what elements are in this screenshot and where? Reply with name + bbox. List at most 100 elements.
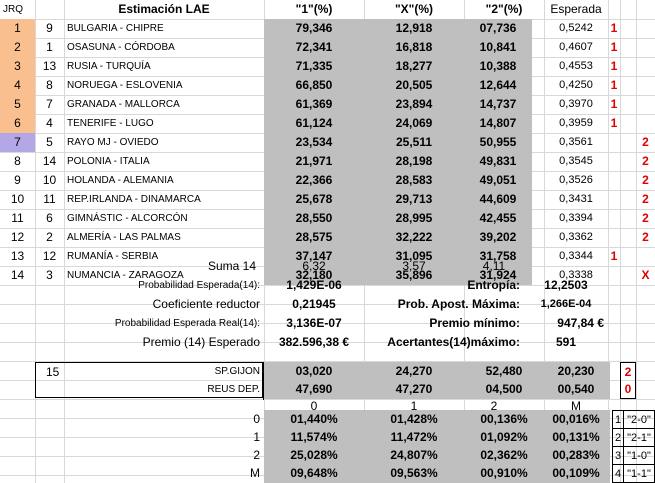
matrix-row-label: 2 [253, 448, 260, 462]
prob-2: 39,202 [479, 230, 517, 244]
result-score: "2-0" [624, 410, 655, 429]
prob-x: 28,198 [395, 154, 433, 168]
prob-1: 72,341 [295, 40, 333, 54]
match-name: ALMERÍA - LAS PALMAS [67, 232, 181, 243]
result-score: "1-0" [624, 446, 655, 465]
gridline [0, 361, 655, 362]
match-row: 3 13 RUSIA - TURQUÍA 71,335 18,277 10,388 0,45… [0, 57, 655, 76]
rank-number: 12 [42, 249, 57, 263]
rank-number: 13 [42, 59, 57, 73]
prob-1: 61,369 [295, 97, 333, 111]
pleno-away-c2: 04,500 [485, 382, 523, 396]
matrix-col-1: 1 [410, 399, 418, 413]
prob-x: 32,222 [395, 230, 433, 244]
entropia-label: Entropía: [467, 278, 520, 292]
gridline [0, 323, 655, 324]
match-row: 11 6 GIMNÁSTIC - ALCORCÓN 28,550 28,995 42,45… [0, 209, 655, 228]
pleno-divider [263, 362, 264, 400]
suma-row: Suma 14 6,32 3,57 4,11 [0, 257, 655, 276]
match-row: 9 10 HOLANDA - ALEMANIA 22,366 28,583 49,051 0… [0, 171, 655, 190]
coef-label: Coeficiente reductor [152, 297, 260, 311]
rank-number: 4 [46, 116, 53, 130]
pleno-away-row: REUS DEP. 47,690 47,270 04,500 00,540 0 [0, 380, 655, 399]
prob-x: 35,896 [395, 268, 433, 282]
result-code: 2 [612, 428, 624, 447]
jrq-number: 5 [0, 95, 35, 114]
result-score: "1-1" [624, 464, 655, 483]
matrix-cell: 01,440% [290, 412, 338, 426]
prob-x: 12,918 [395, 21, 433, 35]
match-row: 8 14 POLONIA - ITALIA 21,971 28,198 49,831 0,3… [0, 152, 655, 171]
matrix-cell: 09,648% [290, 466, 338, 480]
rank-number: 6 [46, 211, 53, 225]
gridline [0, 399, 655, 400]
coef-row: Coeficiente reductor 0,21945 Prob. Apost… [0, 295, 655, 314]
esperada-value: 0,4607 [559, 41, 593, 53]
pick-2 [636, 38, 655, 57]
rank-number: 10 [42, 173, 57, 187]
rank-number: 1 [46, 40, 53, 54]
matrix-cell: 01,428% [390, 412, 438, 426]
pleno-home-pick: 2 [620, 362, 636, 381]
jrq-number: 8 [14, 154, 21, 168]
pleno-home-team: SP.GIJON [214, 366, 260, 377]
prob-esp-value: 1,429E-06 [286, 278, 342, 292]
prob-1: 28,550 [295, 211, 333, 225]
match-row: 14 3 NUMANCIA - ZARAGOZA 32,180 35,896 31,924… [0, 266, 655, 285]
matrix-col-m: M [571, 399, 581, 413]
premio-min-value: 947,84 € [557, 316, 604, 330]
rank-number: 14 [42, 154, 57, 168]
probability-bg [264, 76, 532, 95]
prob-2: 42,455 [479, 211, 517, 225]
prob-2: 49,831 [479, 154, 517, 168]
acert-value: 591 [555, 335, 577, 349]
gridline [0, 342, 655, 343]
prob-2: 49,051 [479, 173, 517, 187]
match-row: 5 7 GRANADA - MALLORCA 61,369 23,894 14,737 0,… [0, 95, 655, 114]
probability-bg [264, 38, 532, 57]
match-name: NORUEGA - ESLOVENIA [67, 80, 183, 91]
pick-2: 2 [642, 135, 649, 149]
pick-1 [608, 190, 620, 209]
gridline [608, 0, 609, 483]
jrq-number: 12 [10, 230, 25, 244]
matrix-cell: 00,131% [552, 430, 600, 444]
jrq-number: 2 [0, 38, 35, 57]
match-name: RUSIA - TURQUÍA [67, 61, 151, 72]
prob-apost-value: 1,266E-04 [540, 298, 592, 310]
matrix-row-label: 0 [253, 412, 260, 426]
prob-x: 20,505 [395, 78, 433, 92]
matrix-col-0: 0 [310, 399, 318, 413]
pleno-away-pick: 0 [620, 380, 636, 399]
prob-1: 79,346 [295, 21, 333, 35]
prob-x: 24,069 [395, 116, 433, 130]
prob-1: 66,850 [295, 78, 333, 92]
matrix-cell: 01,092% [480, 430, 528, 444]
pick-2 [636, 57, 655, 76]
pleno-away-team: REUS DEP. [207, 384, 260, 395]
entropia-value: 12,2503 [544, 278, 588, 292]
pleno-away-c1: 47,270 [395, 382, 433, 396]
prob-1: 28,575 [295, 230, 333, 244]
esperada-value: 0,3970 [559, 98, 593, 110]
pick-1: 1 [610, 249, 618, 263]
pick-1 [608, 133, 620, 152]
prob-real-label: Probabilidad Esperada Real(14): [114, 318, 260, 329]
matrix-row: M 09,648% 09,563% 00,910% 00,109% 4 "1-1" [0, 464, 655, 483]
jrq-number: 3 [0, 57, 35, 76]
esperada-value: 0,4250 [559, 79, 593, 91]
matrix-bg [264, 464, 610, 483]
prob-x: 16,818 [395, 40, 433, 54]
pick-1: 1 [610, 116, 618, 130]
matrix-row: 1 11,574% 11,472% 01,092% 00,131% 2 "2-1" [0, 428, 655, 447]
prob-2: 31,924 [479, 268, 517, 282]
jrq-number: 10 [10, 192, 25, 206]
probability-bg [264, 171, 532, 190]
prob-2: 10,388 [479, 59, 517, 73]
matrix-cell: 24,807% [390, 448, 438, 462]
prob-1: 37,147 [295, 249, 333, 263]
suma-1: 6,32 [302, 259, 326, 273]
matrix-cell: 11,574% [290, 430, 338, 444]
esperada-value: 0,3338 [559, 269, 593, 281]
